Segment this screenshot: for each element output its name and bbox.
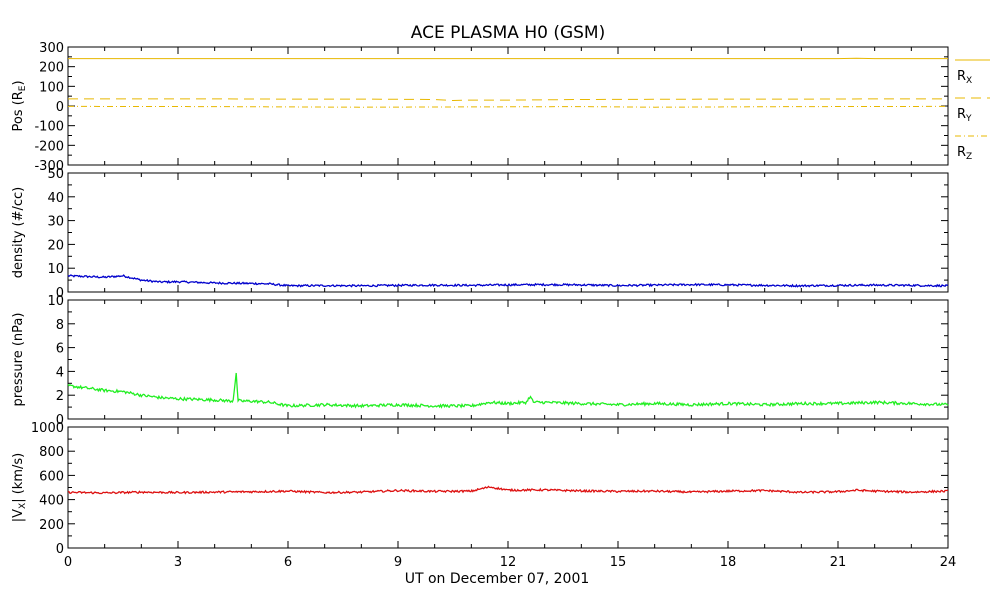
x-tick-label: 12 <box>500 555 517 570</box>
y-tick-label: -200 <box>34 139 64 154</box>
x-tick-label: 21 <box>830 555 847 570</box>
y-tick-label: 40 <box>47 191 64 206</box>
y-tick-label: 0 <box>56 542 64 557</box>
series-line-pressure <box>67 372 949 409</box>
panel-frame <box>67 172 949 293</box>
panel-frame <box>67 46 949 166</box>
y-tick-label: 10 <box>47 294 64 309</box>
y-tick-label: 20 <box>47 238 64 253</box>
y-axis-label: pressure (nPa) <box>11 313 26 407</box>
y-axis-label: Pos (RE) <box>11 80 28 131</box>
legend-label: RZ <box>957 145 972 162</box>
series-line-position-y <box>68 98 948 102</box>
x-tick-label: 18 <box>720 555 737 570</box>
x-tick-label: 3 <box>174 555 182 570</box>
panel-velocity: 0 200 400 600 800 1000 |VX| (km/s) <box>11 421 949 557</box>
x-tick-label: 6 <box>284 555 292 570</box>
y-tick-label: 400 <box>39 494 64 509</box>
panel-frame <box>67 299 949 420</box>
y-tick-label: -300 <box>34 159 64 174</box>
y-tick-label: 30 <box>47 215 64 230</box>
x-tick-label: 15 <box>610 555 627 570</box>
y-tick-label: 2 <box>56 389 64 404</box>
panel-pressure: 0 2 4 6 8 10 pressure (nPa) <box>11 294 949 428</box>
x-axis-label: UT on December 07, 2001 <box>405 571 590 587</box>
y-tick-label: 800 <box>39 445 64 460</box>
y-tick-label: 4 <box>56 365 64 380</box>
panel-position: -300 -200 -100 0 100 200 300 Pos (RE) RX RY RZ <box>11 41 990 174</box>
panel-density: 0 10 20 30 40 50 density (#/cc) <box>11 167 949 301</box>
legend-label: RX <box>957 69 972 86</box>
y-tick-label: 50 <box>47 167 64 182</box>
panel-frame <box>67 426 949 549</box>
y-tick-label: 0 <box>56 413 64 428</box>
series-line-position-z <box>67 105 949 108</box>
chart-title: ACE PLASMA H0 (GSM) <box>411 23 605 43</box>
y-tick-label: -100 <box>34 120 64 135</box>
y-axis-label: |VX| (km/s) <box>11 453 28 522</box>
series-line-density <box>67 274 949 288</box>
x-tick-label: 9 <box>394 555 402 570</box>
y-tick-label: 0 <box>56 100 64 115</box>
y-tick-label: 10 <box>47 262 64 277</box>
legend-label: RY <box>957 107 972 124</box>
y-tick-label: 300 <box>39 41 64 56</box>
y-tick-label: 100 <box>39 80 64 95</box>
y-tick-label: 1000 <box>31 421 64 436</box>
series-line-velocity <box>67 485 949 495</box>
y-tick-label: 200 <box>39 518 64 533</box>
y-tick-label: 0 <box>56 286 64 301</box>
x-tick-label: 24 <box>940 555 957 570</box>
y-tick-label: 200 <box>39 61 64 76</box>
y-tick-label: 6 <box>56 342 64 357</box>
x-tick-label: 0 <box>64 555 72 570</box>
y-tick-label: 600 <box>39 469 64 484</box>
y-axis-label: density (#/cc) <box>11 187 26 279</box>
y-tick-label: 8 <box>56 318 64 333</box>
